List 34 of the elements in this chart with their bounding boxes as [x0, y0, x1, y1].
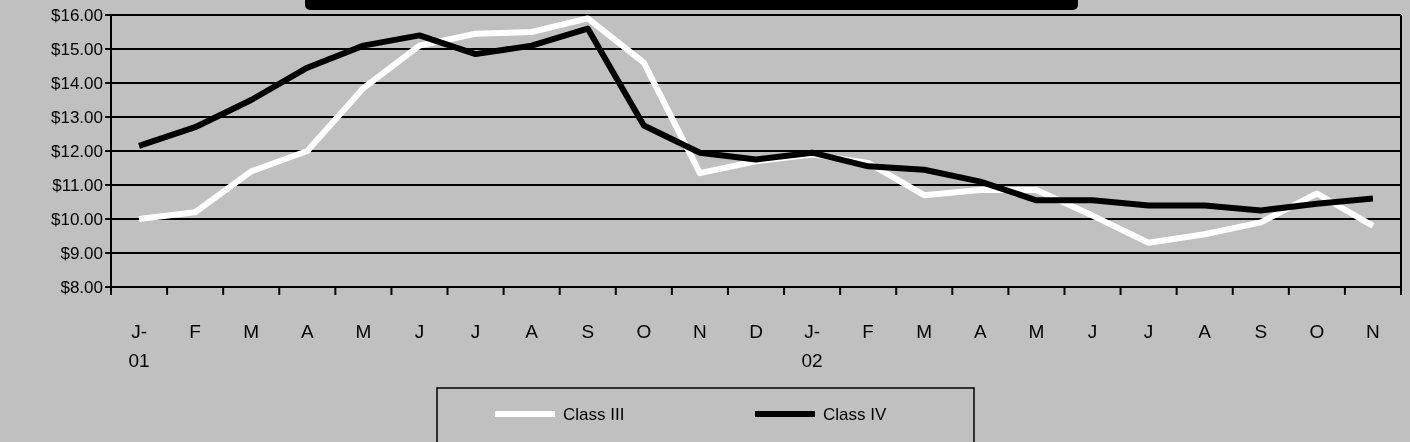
y-tick-label: $8.00	[60, 277, 103, 297]
y-tick-label: $13.00	[51, 107, 103, 127]
y-tick-label: $10.00	[51, 209, 103, 229]
y-tick-label: $12.00	[51, 141, 103, 161]
y-tick-label: $11.00	[52, 175, 103, 195]
x-tick-label: M	[243, 321, 260, 342]
x-tick-label: J-02	[801, 321, 823, 371]
y-tick-label: $14.00	[51, 73, 103, 93]
x-tick-label: A	[525, 321, 539, 342]
x-tick-label: J	[414, 321, 425, 342]
y-tick-label: $15.00	[51, 39, 103, 59]
x-tick-label: S	[1254, 321, 1268, 342]
x-tick-label: A	[1198, 321, 1212, 342]
x-tick-label: A	[300, 321, 314, 342]
x-tick-label: D	[749, 321, 763, 342]
x-tick-label: J-01	[128, 321, 150, 371]
x-tick-label: O	[1309, 321, 1325, 342]
y-tick-label: $9.00	[60, 243, 103, 263]
x-tick-label: M	[916, 321, 933, 342]
y-tick-label: $16.00	[51, 5, 103, 25]
x-tick-label: N	[1366, 321, 1380, 342]
x-tick-label: M	[355, 321, 372, 342]
x-tick-label: O	[636, 321, 652, 342]
x-tick-label: J	[1143, 321, 1154, 342]
legend-label: Class III	[563, 404, 625, 424]
x-tick-label: J	[1087, 321, 1098, 342]
x-tick-label: F	[189, 321, 201, 342]
x-tick-label: F	[862, 321, 874, 342]
x-tick-label: N	[693, 321, 707, 342]
x-tick-label: J	[470, 321, 481, 342]
x-tick-label: S	[581, 321, 595, 342]
x-tick-label: M	[1028, 321, 1045, 342]
x-tick-label: A	[974, 321, 987, 342]
legend-label: Class IV	[823, 404, 887, 424]
